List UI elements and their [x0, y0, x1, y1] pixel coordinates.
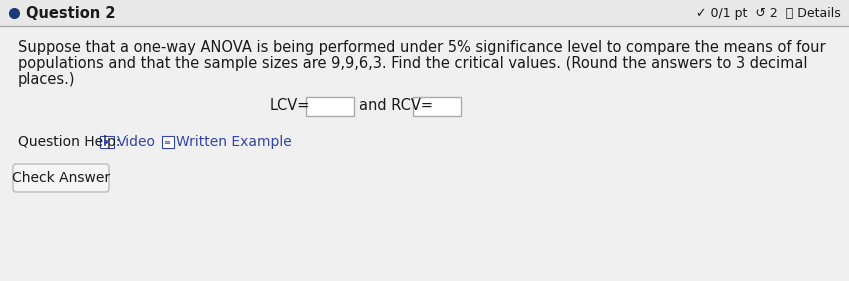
- Text: Written Example: Written Example: [176, 135, 292, 149]
- Text: Suppose that a one-way ANOVA is being performed under 5% significance level to c: Suppose that a one-way ANOVA is being pe…: [18, 40, 825, 55]
- FancyBboxPatch shape: [0, 0, 849, 26]
- Text: Question Help:: Question Help:: [18, 135, 121, 149]
- Text: ≡: ≡: [164, 137, 171, 146]
- Text: and RCV=: and RCV=: [359, 99, 433, 114]
- Text: LCV=: LCV=: [270, 99, 311, 114]
- FancyBboxPatch shape: [100, 136, 114, 148]
- Text: Question 2: Question 2: [26, 6, 115, 21]
- Text: places.): places.): [18, 72, 76, 87]
- FancyBboxPatch shape: [306, 96, 354, 115]
- Text: ✓ 0/1 pt  ↺ 2  ⓘ Details: ✓ 0/1 pt ↺ 2 ⓘ Details: [696, 6, 841, 19]
- FancyBboxPatch shape: [162, 136, 174, 148]
- Text: populations and that the sample sizes are 9,9,6,3. Find the critical values. (Ro: populations and that the sample sizes ar…: [18, 56, 807, 71]
- Text: ▶: ▶: [104, 137, 110, 146]
- Text: Check Answer: Check Answer: [12, 171, 110, 185]
- FancyBboxPatch shape: [413, 96, 461, 115]
- FancyBboxPatch shape: [13, 164, 109, 192]
- Text: Video: Video: [117, 135, 156, 149]
